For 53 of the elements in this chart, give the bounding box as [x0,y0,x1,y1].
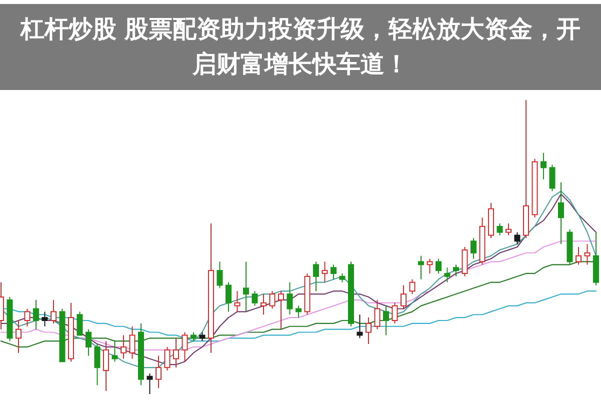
candlestick [226,282,232,312]
candlestick [182,332,188,362]
candlestick [120,334,126,360]
candlestick [164,346,170,371]
chart-title: 杠杆炒股 股票配资助力投资升级，轻松放大资金，开启财富增长快车道！ [18,14,582,80]
candlestick [296,305,302,318]
candlestick [286,282,293,316]
candlestick [103,340,109,392]
candlestick [400,284,406,310]
candlestick [234,290,240,312]
candlestick [330,264,336,280]
candlestick [112,340,118,362]
candlestick [540,152,546,180]
candlestick [436,258,442,274]
candlestick [322,261,328,283]
candlestick [269,290,276,310]
candlestick [453,264,459,277]
candlestick [42,311,48,327]
candlestick [426,258,433,274]
candlestick [409,278,416,295]
candlestick [506,222,512,236]
candlestick [549,164,556,192]
candlestick [278,290,284,330]
candlestick [576,246,582,266]
candlestick [260,294,266,316]
candlestick [50,299,56,324]
candlestick [16,320,22,354]
candlestick [156,355,162,389]
candlestick [374,299,380,330]
candlestick [392,302,398,324]
candlestick [94,344,100,386]
candlestick [129,326,136,360]
candlestick [584,244,590,266]
candlestick [514,232,520,245]
candlestick [146,372,153,394]
candlestick [356,314,363,339]
candlestick [216,261,223,289]
candlestick [76,311,83,336]
candlestick [383,305,389,336]
candlestick [252,290,258,306]
candlestick [173,338,179,368]
candlestick [33,299,39,330]
candlestick [86,328,92,356]
candlestick [470,238,476,260]
candlestick [462,246,468,277]
candlestick [558,182,564,245]
candlestick [444,267,450,283]
candlestick [366,317,372,345]
candlestick [24,308,30,327]
candlestick [496,222,503,236]
candlestick [418,255,424,280]
candlestick [313,261,319,292]
candlestick [243,261,249,312]
